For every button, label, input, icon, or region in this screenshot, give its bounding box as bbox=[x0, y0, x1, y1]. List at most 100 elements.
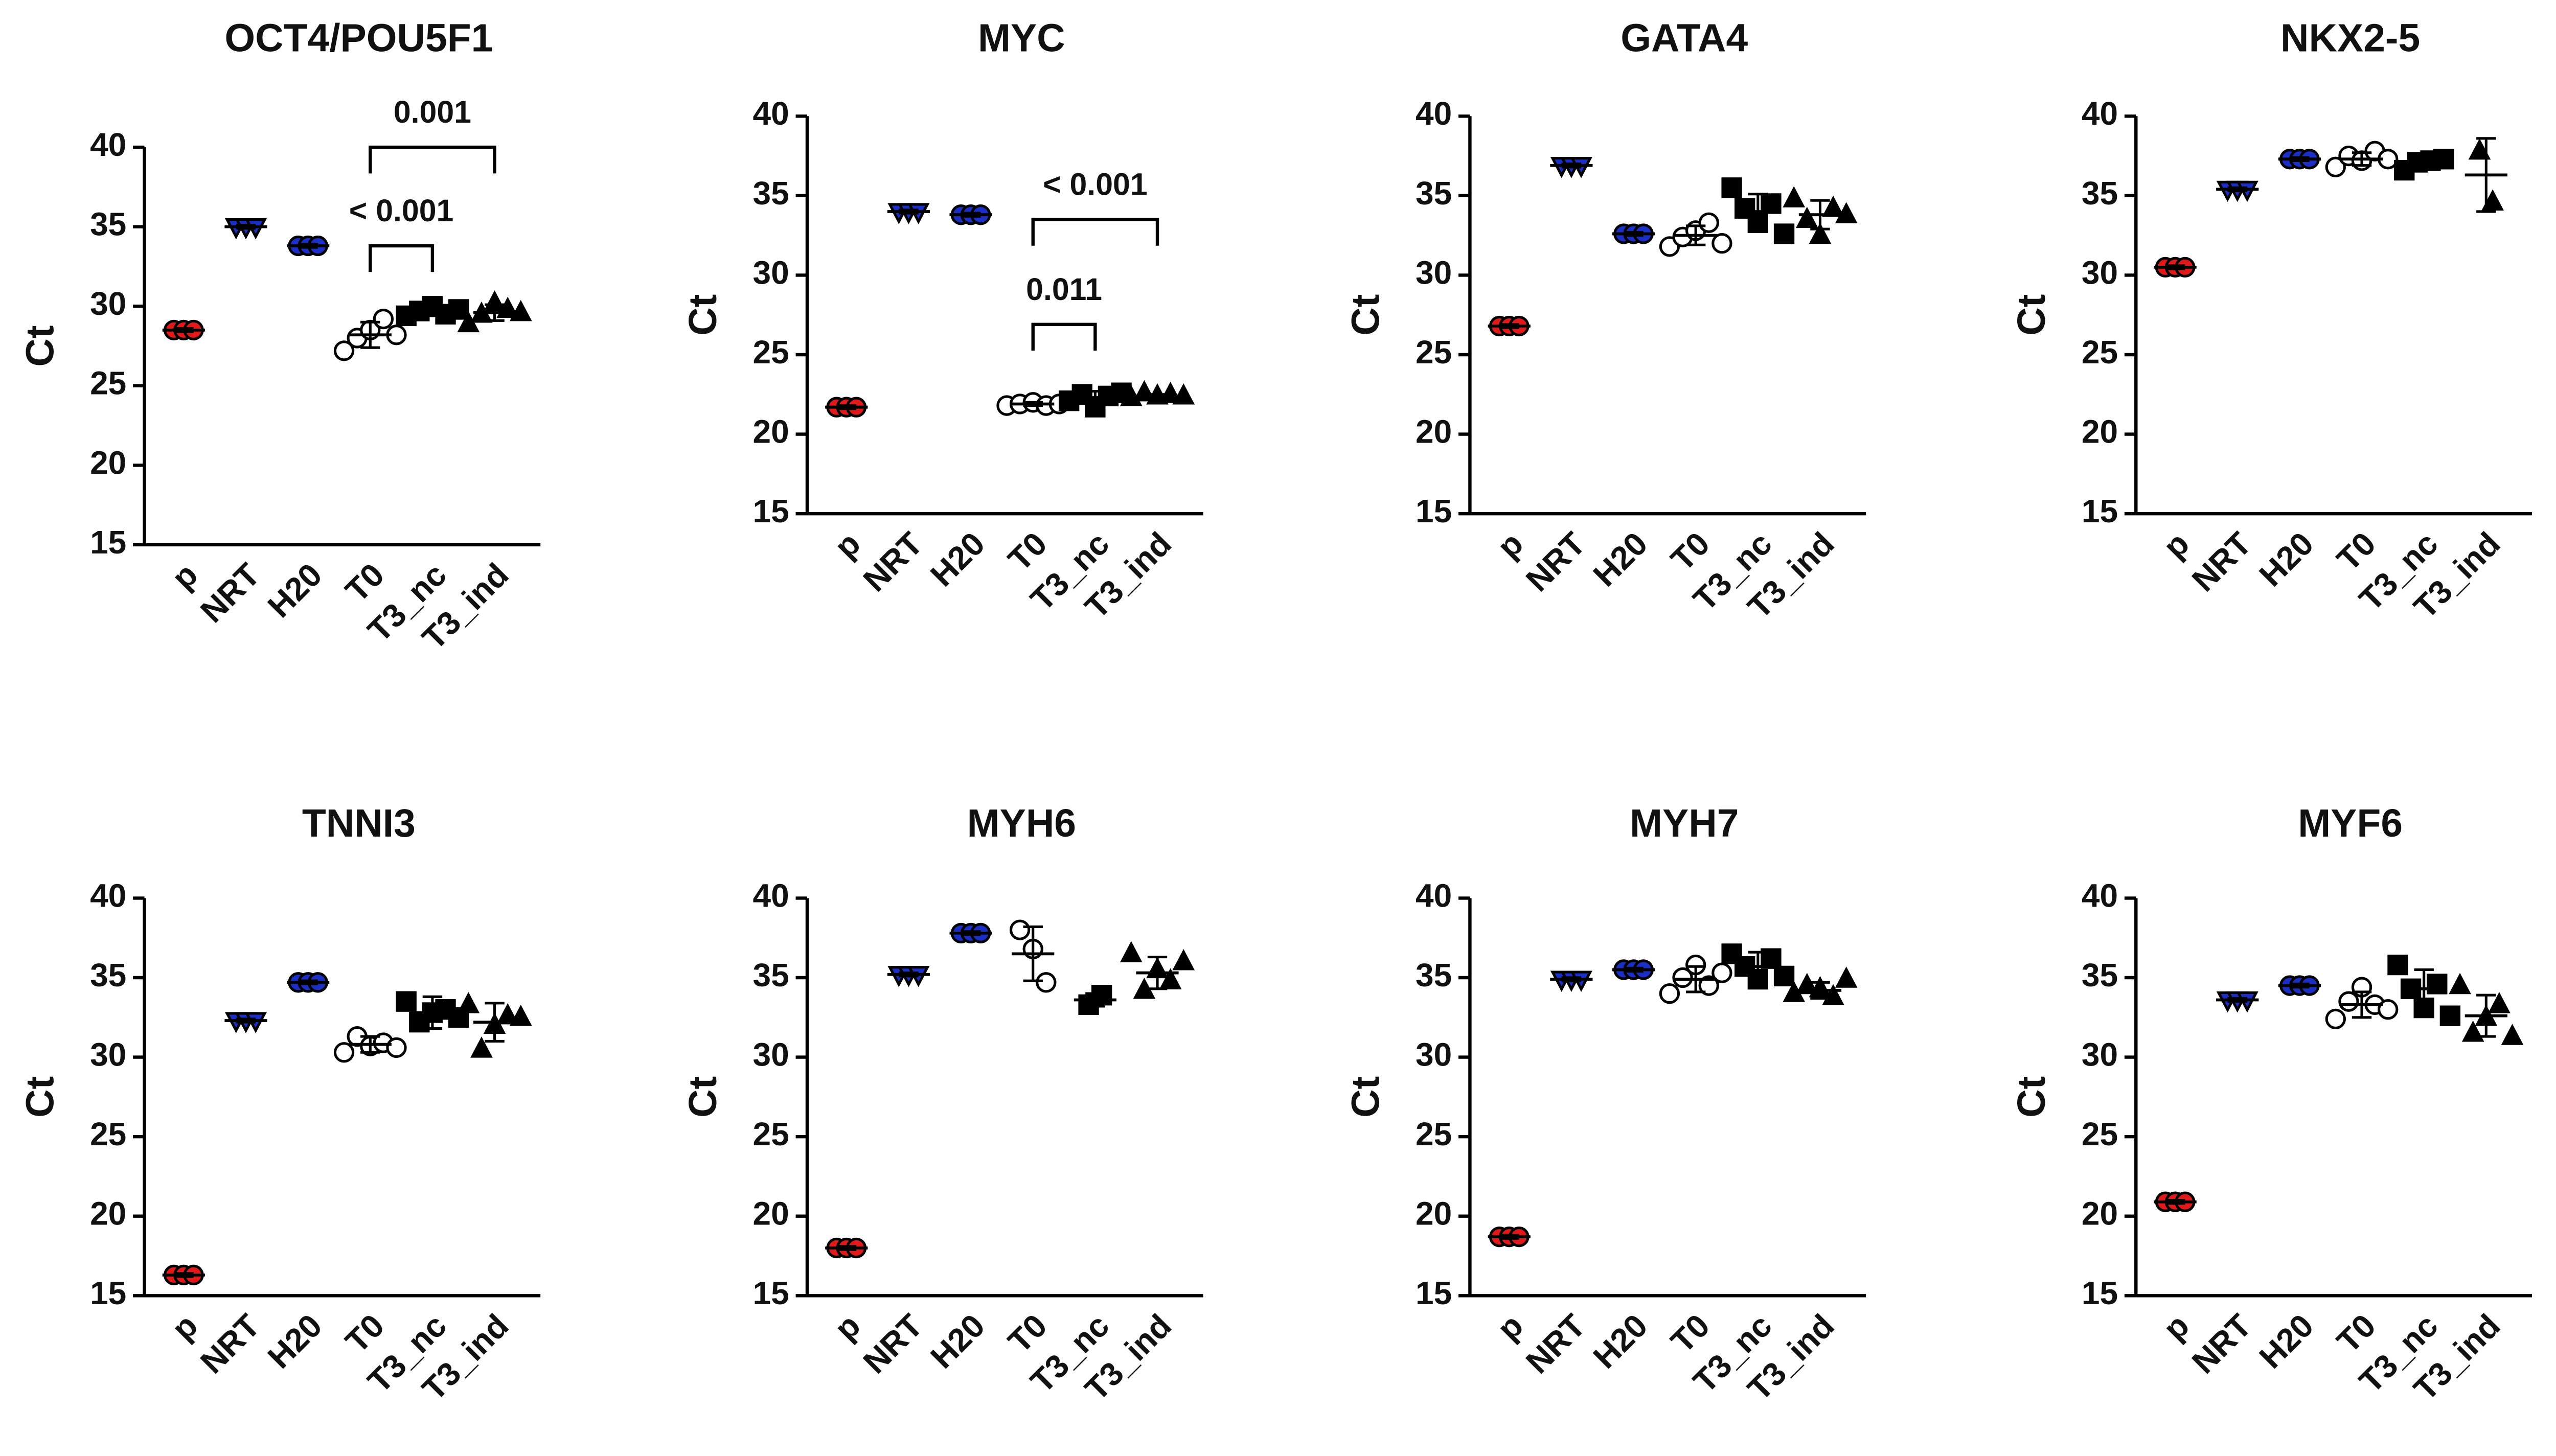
y-tick-label: 20 bbox=[2082, 1195, 2118, 1232]
chart-title: MYC bbox=[978, 16, 1065, 60]
y-tick-label: 20 bbox=[753, 413, 789, 450]
point bbox=[1698, 212, 1719, 233]
point bbox=[2338, 991, 2359, 1012]
point bbox=[1172, 949, 1195, 970]
y-tick-label: 35 bbox=[753, 957, 789, 993]
y-tick-label: 15 bbox=[2082, 493, 2118, 529]
y-tick-label: 15 bbox=[753, 493, 789, 529]
x-tick-label: NRT bbox=[1519, 1307, 1592, 1380]
point bbox=[1172, 383, 1195, 405]
x-tick-label: p bbox=[2156, 525, 2197, 565]
y-axis-label: Ct bbox=[18, 1076, 62, 1118]
x-tick-label: p bbox=[165, 1307, 205, 1347]
point bbox=[2387, 954, 2408, 976]
x-tick-label: NRT bbox=[193, 556, 267, 630]
point bbox=[1698, 975, 1719, 996]
x-tick-label: p bbox=[1490, 1307, 1531, 1347]
point bbox=[2468, 138, 2491, 160]
y-tick-label: 30 bbox=[90, 285, 126, 322]
point bbox=[1036, 972, 1057, 993]
y-tick-label: 25 bbox=[2082, 1116, 2118, 1152]
y-tick-label: 35 bbox=[2082, 175, 2118, 212]
y-tick-label: 35 bbox=[1416, 957, 1452, 993]
point bbox=[2427, 974, 2448, 995]
p-value-label: 0.001 bbox=[394, 95, 471, 129]
y-tick-label: 15 bbox=[753, 1275, 789, 1311]
point bbox=[448, 299, 469, 320]
point bbox=[1809, 222, 1832, 244]
y-tick-label: 15 bbox=[1416, 493, 1452, 529]
y-axis-label: Ct bbox=[681, 294, 725, 336]
point bbox=[2501, 1024, 2524, 1045]
point bbox=[1711, 233, 1732, 254]
y-tick-label: 35 bbox=[90, 957, 126, 993]
y-tick-label: 35 bbox=[90, 206, 126, 243]
y-tick-label: 25 bbox=[1416, 334, 1452, 371]
y-tick-label: 30 bbox=[1416, 254, 1452, 291]
point bbox=[509, 1004, 532, 1026]
y-tick-label: 15 bbox=[90, 1275, 126, 1311]
point bbox=[2461, 1021, 2484, 1042]
point bbox=[1120, 941, 1143, 962]
point bbox=[1835, 202, 1858, 223]
y-tick-label: 15 bbox=[2082, 1275, 2118, 1311]
x-tick-label: H20 bbox=[261, 556, 329, 625]
y-tick-label: 25 bbox=[1416, 1116, 1452, 1152]
point bbox=[2378, 999, 2399, 1020]
point bbox=[509, 299, 532, 321]
y-tick-label: 30 bbox=[90, 1036, 126, 1073]
x-tick-label: H20 bbox=[1586, 1307, 1655, 1375]
x-tick-label: H20 bbox=[2252, 1307, 2321, 1375]
y-tick-label: 25 bbox=[90, 365, 126, 402]
y-tick-label: 40 bbox=[90, 877, 126, 914]
significance-bracket bbox=[1031, 322, 1097, 351]
x-tick-label: NRT bbox=[2185, 525, 2258, 598]
y-tick-label: 15 bbox=[1416, 1275, 1452, 1311]
chart-title: NKX2-5 bbox=[2280, 16, 2420, 60]
point bbox=[1721, 177, 1742, 198]
significance-bracket bbox=[369, 244, 435, 272]
y-tick-label: 20 bbox=[90, 444, 126, 481]
x-tick-label: p bbox=[1490, 525, 1531, 565]
point bbox=[1835, 966, 1858, 988]
point bbox=[2325, 1008, 2346, 1030]
y-tick-label: 20 bbox=[1416, 413, 1452, 450]
y-tick-label: 40 bbox=[753, 95, 789, 132]
y-tick-label: 30 bbox=[2082, 254, 2118, 291]
y-tick-label: 40 bbox=[1416, 877, 1452, 914]
y-axis-label: Ct bbox=[1343, 294, 1387, 336]
point bbox=[1796, 206, 1818, 228]
point bbox=[1659, 983, 1680, 1004]
point bbox=[2325, 156, 2346, 178]
x-tick-label: H20 bbox=[923, 1307, 992, 1375]
y-tick-label: 35 bbox=[2082, 957, 2118, 993]
y-tick-label: 40 bbox=[753, 877, 789, 914]
y-tick-label: 20 bbox=[753, 1195, 789, 1232]
significance-bracket bbox=[369, 145, 496, 174]
y-tick-label: 40 bbox=[1416, 95, 1452, 132]
point bbox=[2439, 1005, 2461, 1026]
y-axis-label: Ct bbox=[681, 1076, 725, 1118]
y-axis-label: Ct bbox=[18, 326, 62, 367]
x-tick-label: NRT bbox=[856, 1307, 930, 1380]
x-tick-label: NRT bbox=[856, 525, 930, 598]
y-tick-label: 25 bbox=[753, 334, 789, 371]
y-tick-label: 20 bbox=[90, 1195, 126, 1232]
y-tick-label: 20 bbox=[2082, 413, 2118, 450]
y-tick-label: 30 bbox=[1416, 1036, 1452, 1073]
point bbox=[1822, 984, 1844, 1005]
chart-title: OCT4/POU5F1 bbox=[224, 16, 493, 60]
chart-title: GATA4 bbox=[1621, 16, 1748, 60]
chart-title: MYH6 bbox=[967, 801, 1076, 845]
x-tick-label: NRT bbox=[193, 1307, 267, 1380]
chart-title: TNNI3 bbox=[302, 801, 416, 845]
y-axis-label: Ct bbox=[2010, 1076, 2053, 1118]
point bbox=[2488, 992, 2511, 1013]
y-tick-label: 15 bbox=[90, 524, 126, 561]
point bbox=[1796, 973, 1818, 995]
y-tick-label: 20 bbox=[1416, 1195, 1452, 1232]
x-tick-label: H20 bbox=[261, 1307, 329, 1375]
x-tick-label: H20 bbox=[1586, 525, 1655, 593]
chart-title: MYF6 bbox=[2298, 801, 2403, 845]
